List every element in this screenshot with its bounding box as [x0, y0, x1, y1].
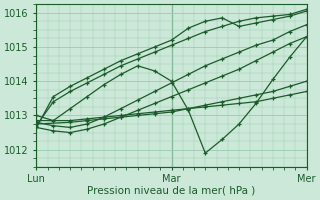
X-axis label: Pression niveau de la mer( hPa ): Pression niveau de la mer( hPa )	[87, 186, 256, 196]
